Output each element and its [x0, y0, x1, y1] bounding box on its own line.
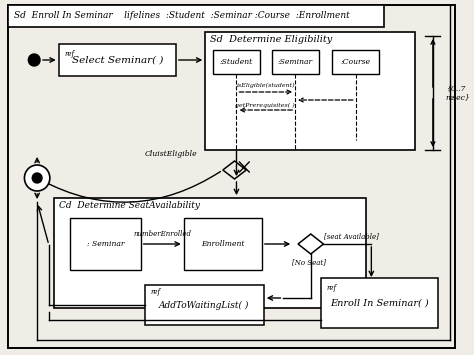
Text: ref: ref — [150, 288, 161, 296]
Text: [seat Available]: [seat Available] — [324, 232, 379, 240]
Bar — [213, 50, 260, 74]
Text: numberEnrolled: numberEnrolled — [133, 230, 191, 238]
Bar — [59, 44, 176, 76]
Text: CluistEligible: CluistEligible — [145, 150, 197, 158]
Circle shape — [25, 165, 50, 191]
Text: :Student: :Student — [220, 58, 253, 66]
Bar — [8, 5, 384, 27]
Bar — [320, 278, 438, 328]
Text: AddToWaitingList( ): AddToWaitingList( ) — [159, 300, 249, 310]
Text: {0..7
msec}: {0..7 msec} — [446, 84, 470, 102]
Bar — [54, 198, 366, 308]
Text: [No Seat]: [No Seat] — [292, 258, 326, 266]
Bar — [332, 50, 379, 74]
Bar — [145, 285, 264, 325]
Text: :Seminar: :Seminar — [278, 58, 313, 66]
Text: Sd  Enroll In Seminar    lifelines  :Student  :Seminar :Course  :Enrollment: Sd Enroll In Seminar lifelines :Student … — [14, 11, 349, 21]
Bar — [70, 218, 141, 270]
Text: Sd  Determine Eligibility: Sd Determine Eligibility — [210, 36, 332, 44]
Text: ref: ref — [327, 284, 337, 292]
Text: Enroll In Seminar( ): Enroll In Seminar( ) — [330, 299, 428, 307]
Text: Select Seminar( ): Select Seminar( ) — [72, 55, 163, 65]
Text: ref: ref — [64, 50, 74, 58]
Bar — [184, 218, 262, 270]
Circle shape — [32, 173, 42, 183]
Text: :Course: :Course — [341, 58, 371, 66]
Text: isEligible(student): isEligible(student) — [237, 83, 295, 88]
Text: : Seminar: : Seminar — [87, 240, 124, 248]
Bar — [205, 32, 415, 150]
Text: Cd  Determine SeatAvailability: Cd Determine SeatAvailability — [59, 202, 200, 211]
Circle shape — [28, 54, 40, 66]
Text: getPrerequisites( ): getPrerequisites( ) — [235, 103, 294, 108]
Text: Enrollment: Enrollment — [201, 240, 245, 248]
Bar — [272, 50, 319, 74]
